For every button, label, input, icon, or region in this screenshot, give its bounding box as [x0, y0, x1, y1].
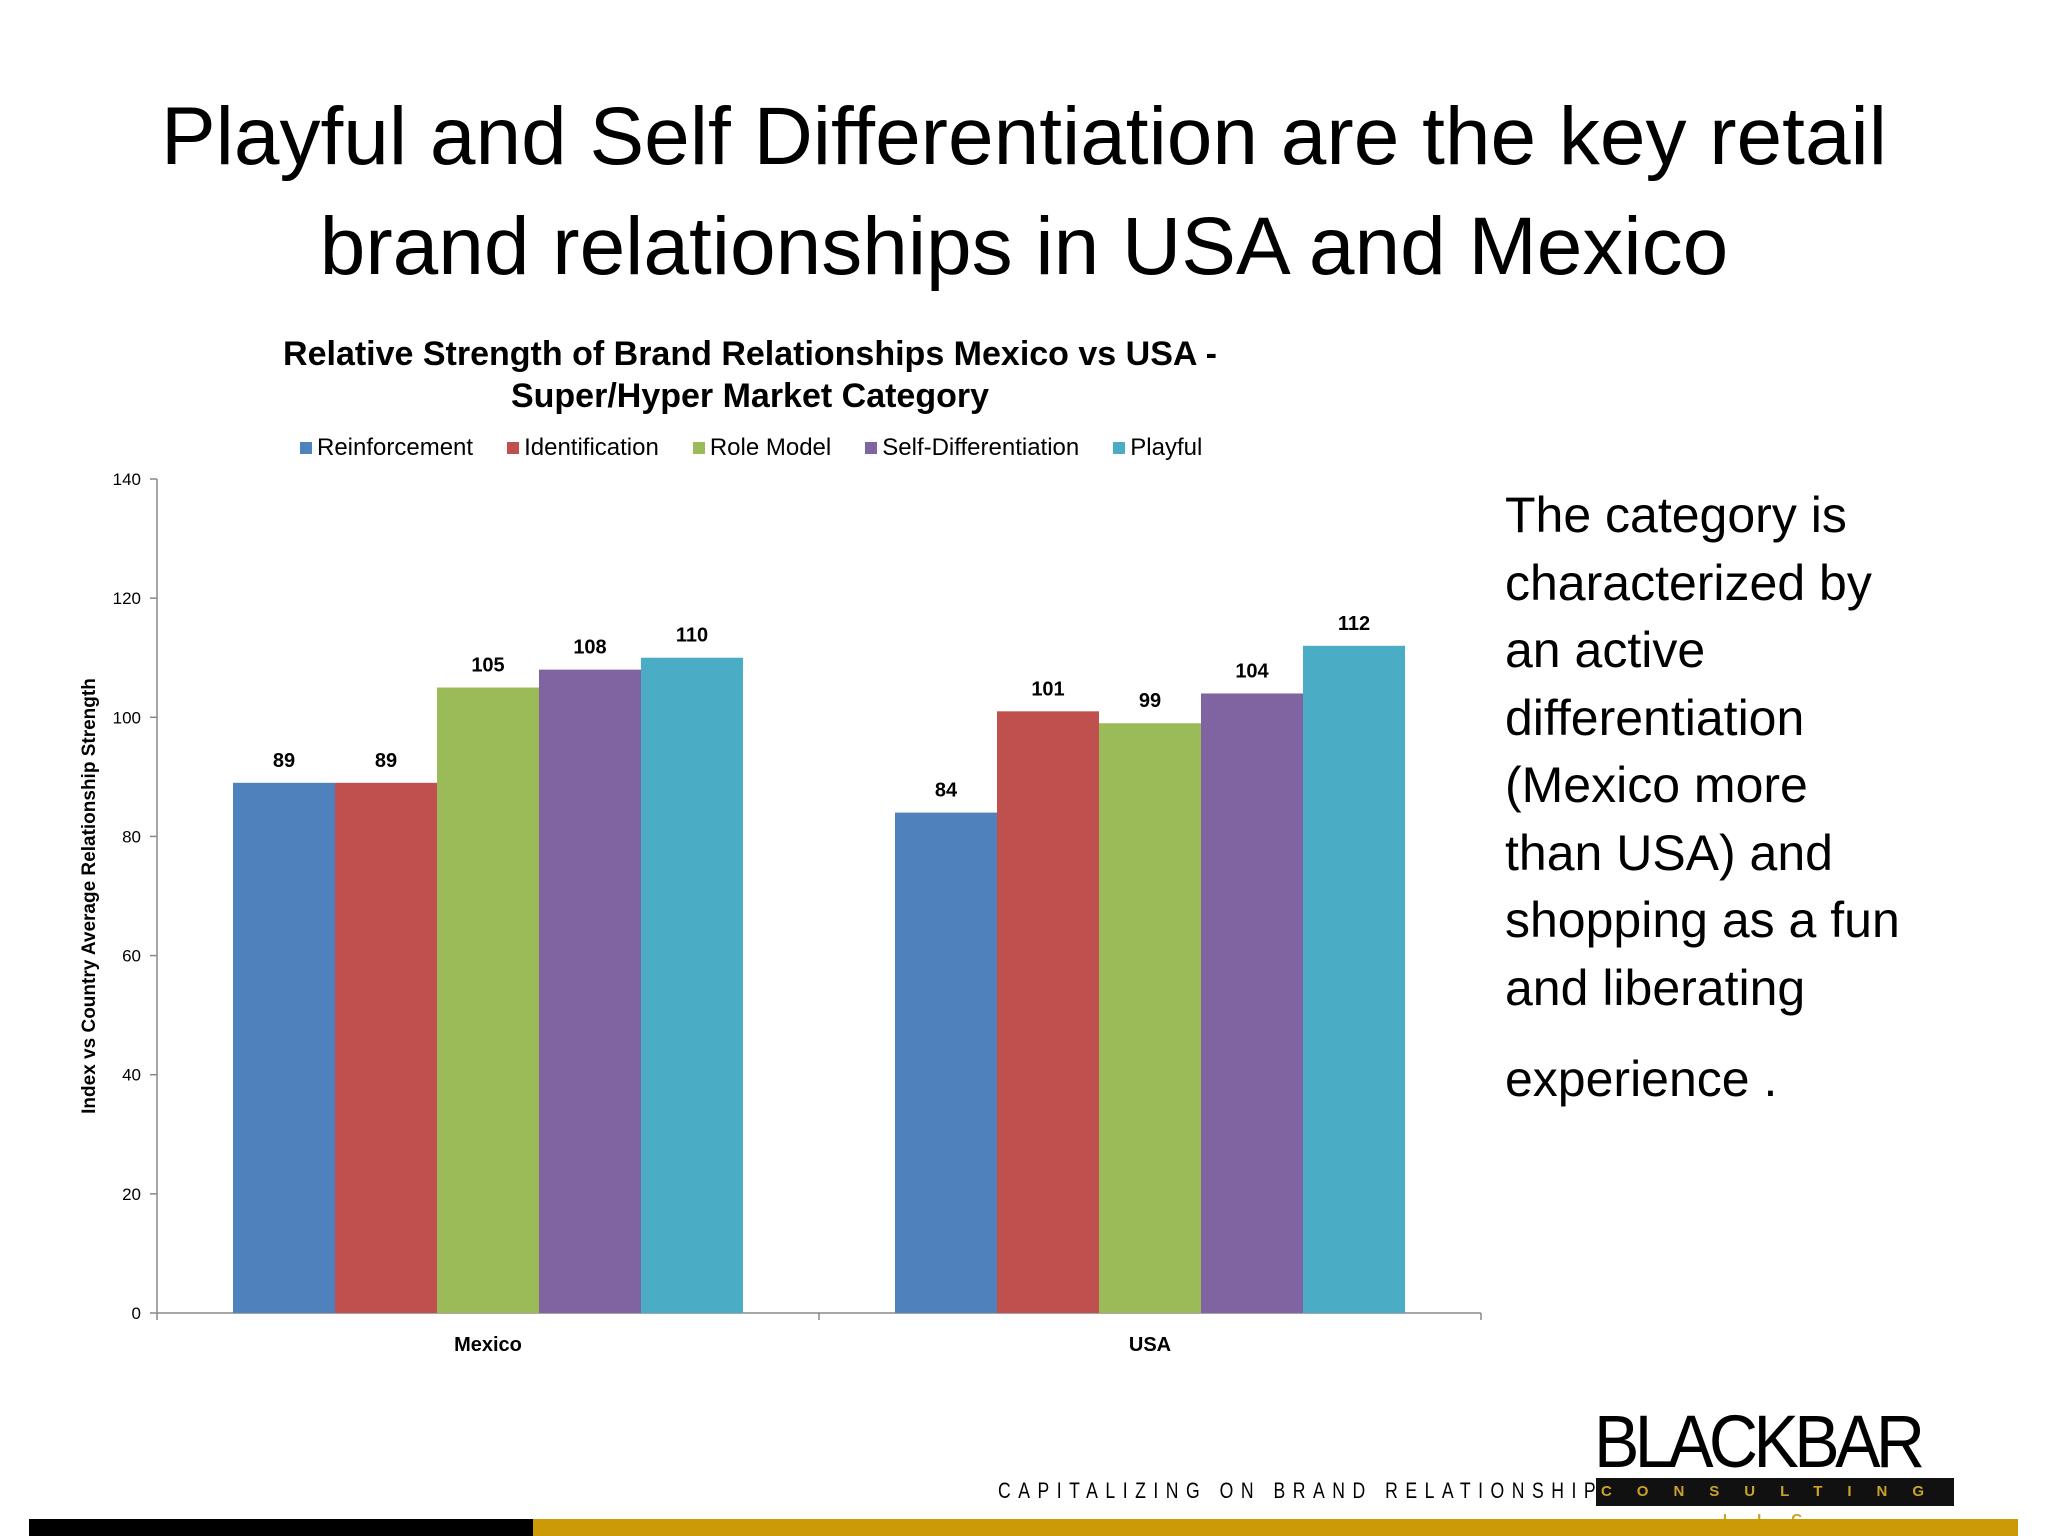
data-label: 104 — [1235, 660, 1269, 682]
bar — [895, 812, 997, 1313]
bar — [335, 782, 437, 1313]
logo-blackbar: BLACKBAR — [1594, 1400, 1925, 1483]
side-text-line: than USA) and — [1505, 824, 1833, 881]
side-text-line: and liberating — [1505, 959, 1806, 1016]
y-tick-label: 80 — [122, 827, 141, 846]
side-text-line: differentiation — [1505, 689, 1805, 746]
title-line-1: Playful and Self Differentiation are the… — [160, 91, 1887, 182]
legend-item: Playful — [1113, 434, 1202, 462]
data-label: 84 — [935, 780, 958, 802]
data-label: 108 — [573, 637, 606, 659]
y-tick-label: 60 — [122, 947, 141, 966]
legend-item: Reinforcement — [300, 434, 473, 462]
chart-title: Relative Strength of Brand Relationships… — [150, 333, 1350, 417]
slide-title: Playful and Self Differentiation are the… — [0, 82, 2048, 302]
legend-label: Role Model — [709, 434, 832, 461]
data-label: 89 — [273, 750, 295, 772]
category-label: USA — [1129, 1334, 1171, 1356]
bar — [233, 782, 335, 1313]
side-text-line: The category is — [1505, 487, 1847, 543]
bar — [1201, 693, 1303, 1313]
footer-bar-gold — [533, 1519, 2018, 1536]
logo-consulting: CONSULTING LLC — [1596, 1478, 1954, 1528]
legend-item: Identification — [507, 434, 659, 462]
data-label: 89 — [375, 750, 397, 772]
tagline: CAPITALIZING ON BRAND RELATIONSHIPS. — [998, 1478, 1635, 1503]
chart-title-line-2: Super/Hyper Market Category — [510, 377, 990, 415]
title-line-2: brand relationships in USA and Mexico — [319, 201, 1729, 292]
side-text-line: shopping as a fun — [1505, 892, 1900, 948]
y-tick-label: 140 — [113, 470, 141, 489]
legend-swatch — [507, 442, 520, 454]
side-text-line: (Mexico more — [1505, 757, 1808, 813]
side-text-line: an active — [1505, 622, 1706, 678]
legend-swatch — [865, 442, 878, 454]
y-tick-label: 40 — [122, 1066, 141, 1085]
legend-item: Self-Differentiation — [865, 434, 1079, 462]
chart-title-line-1: Relative Strength of Brand Relationships… — [283, 335, 1217, 373]
legend-swatch — [300, 442, 312, 454]
bar — [997, 711, 1099, 1313]
legend-swatch — [692, 442, 705, 454]
y-tick-label: 100 — [113, 708, 141, 727]
data-label: 112 — [1338, 613, 1370, 635]
y-tick-label: 0 — [132, 1304, 141, 1323]
legend-label: Identification — [524, 434, 659, 461]
bar — [539, 669, 641, 1313]
legend-swatch — [1113, 442, 1126, 454]
bar — [1099, 723, 1201, 1313]
data-label: 101 — [1031, 678, 1064, 700]
side-text-line: characterized by — [1505, 554, 1872, 611]
side-commentary: The category is characterized by an active… — [1505, 482, 2025, 1114]
chart-legend: Reinforcement Identification Role Model Sel… — [300, 434, 1202, 462]
data-label: 99 — [1139, 690, 1161, 712]
legend-label: Reinforcement — [317, 434, 474, 461]
y-tick-label: 120 — [113, 589, 141, 608]
legend-item: Role Model — [692, 434, 832, 462]
footer-bar-black — [29, 1519, 533, 1536]
bar — [641, 657, 743, 1313]
bar — [1303, 645, 1405, 1313]
y-tick-label: 20 — [122, 1185, 141, 1204]
bar — [437, 687, 539, 1313]
data-label: 105 — [471, 655, 504, 677]
y-axis-label: Index vs Country Average Relationship St… — [79, 678, 100, 1114]
category-label: Mexico — [454, 1334, 522, 1356]
legend-label: Self-Differentiation — [882, 434, 1080, 461]
side-text-line: experience . — [1505, 1051, 1778, 1107]
data-label: 110 — [676, 625, 708, 647]
legend-label: Playful — [1130, 434, 1203, 461]
